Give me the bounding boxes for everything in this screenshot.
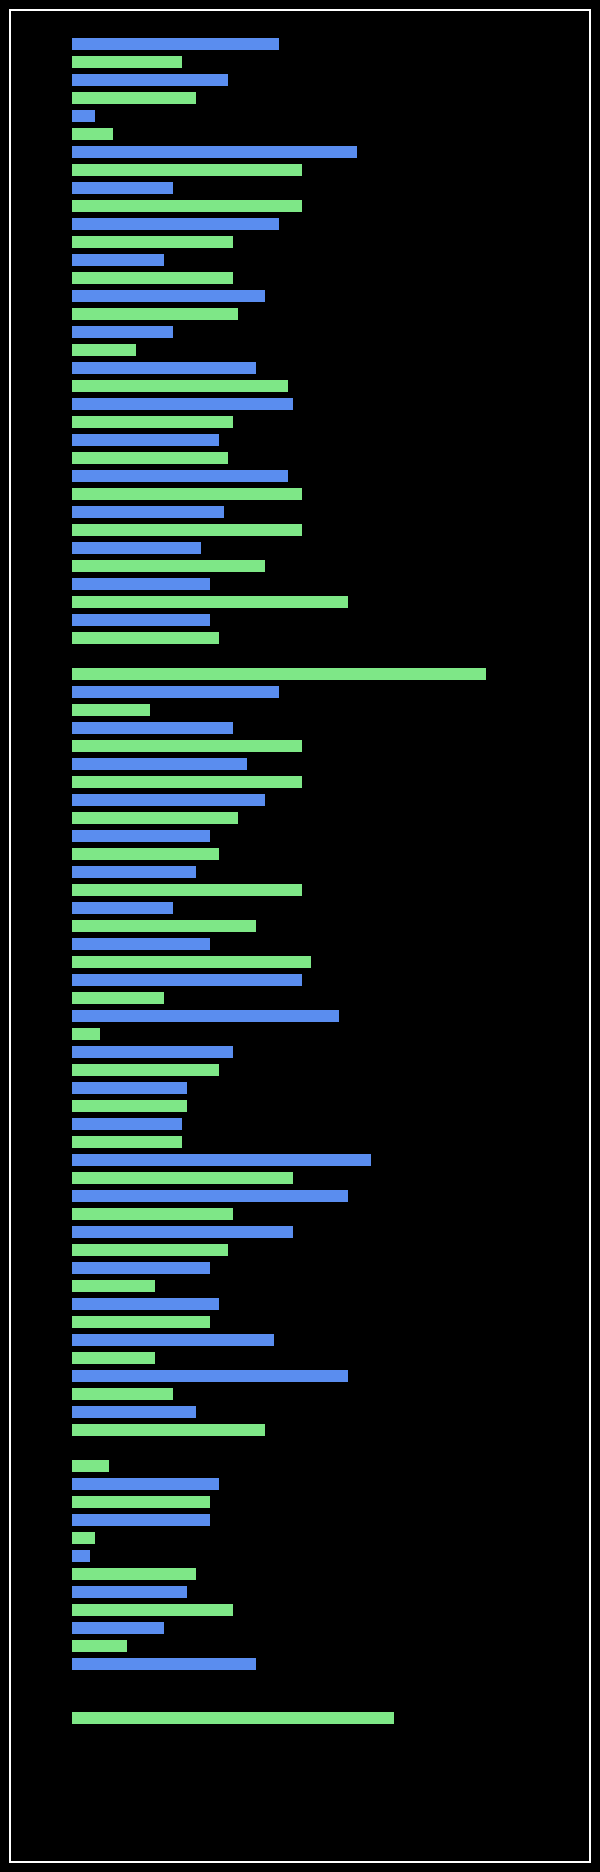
bar-58 (72, 1082, 187, 1094)
bar-26 (72, 506, 224, 518)
bar-42 (72, 794, 265, 806)
bar-37 (72, 704, 150, 716)
bar-46 (72, 866, 196, 878)
bar-54 (72, 1010, 339, 1022)
bar-20 (72, 398, 293, 410)
bar-69 (72, 1280, 155, 1292)
bar-89 (72, 1640, 127, 1652)
bar-23 (72, 452, 228, 464)
bar-11 (72, 236, 233, 248)
bar-41 (72, 776, 302, 788)
bar-31 (72, 596, 348, 608)
bar-62 (72, 1154, 371, 1166)
bar-12 (72, 254, 164, 266)
bar-75 (72, 1388, 173, 1400)
bar-76 (72, 1406, 196, 1418)
bar-84 (72, 1550, 90, 1562)
bar-25 (72, 488, 302, 500)
bar-90 (72, 1658, 256, 1670)
bar-81 (72, 1496, 210, 1508)
bar-71 (72, 1316, 210, 1328)
bar-36 (72, 686, 279, 698)
bar-73 (72, 1352, 155, 1364)
bar-7 (72, 164, 302, 176)
bar-24 (72, 470, 288, 482)
bar-65 (72, 1208, 233, 1220)
bar-43 (72, 812, 238, 824)
bar-56 (72, 1046, 233, 1058)
bar-87 (72, 1604, 233, 1616)
bar-21 (72, 416, 233, 428)
bar-40 (72, 758, 247, 770)
bar-17 (72, 344, 136, 356)
bar-4 (72, 110, 95, 122)
bar-63 (72, 1172, 293, 1184)
bar-28 (72, 542, 201, 554)
bar-52 (72, 974, 302, 986)
bar-61 (72, 1136, 182, 1148)
bar-51 (72, 956, 311, 968)
bar-53 (72, 992, 164, 1004)
bar-45 (72, 848, 219, 860)
bar-5 (72, 128, 113, 140)
bar-66 (72, 1226, 293, 1238)
bar-47 (72, 884, 302, 896)
bar-44 (72, 830, 210, 842)
bar-29 (72, 560, 265, 572)
bar-55 (72, 1028, 100, 1040)
bar-85 (72, 1568, 196, 1580)
bar-59 (72, 1100, 187, 1112)
bar-79 (72, 1460, 109, 1472)
bar-83 (72, 1532, 95, 1544)
bar-82 (72, 1514, 210, 1526)
bar-10 (72, 218, 279, 230)
bar-30 (72, 578, 210, 590)
bar-13 (72, 272, 233, 284)
bar-3 (72, 92, 196, 104)
bar-6 (72, 146, 357, 158)
bar-64 (72, 1190, 348, 1202)
bar-33 (72, 632, 219, 644)
bar-0 (72, 38, 279, 50)
bar-35 (72, 668, 486, 680)
bar-57 (72, 1064, 219, 1076)
bar-38 (72, 722, 233, 734)
bar-49 (72, 920, 256, 932)
bar-9 (72, 200, 302, 212)
bar-2 (72, 74, 228, 86)
bar-70 (72, 1298, 219, 1310)
bar-77 (72, 1424, 265, 1436)
bar-74 (72, 1370, 348, 1382)
bar-18 (72, 362, 256, 374)
horizontal-bar-chart (9, 9, 591, 1863)
bar-68 (72, 1262, 210, 1274)
bar-50 (72, 938, 210, 950)
bar-48 (72, 902, 173, 914)
bar-72 (72, 1334, 274, 1346)
bar-32 (72, 614, 210, 626)
bar-16 (72, 326, 173, 338)
bar-22 (72, 434, 219, 446)
bar-67 (72, 1244, 228, 1256)
bar-15 (72, 308, 238, 320)
bar-88 (72, 1622, 164, 1634)
bar-39 (72, 740, 302, 752)
bar-8 (72, 182, 173, 194)
bar-93 (72, 1712, 394, 1724)
bar-80 (72, 1478, 219, 1490)
bar-19 (72, 380, 288, 392)
bar-86 (72, 1586, 187, 1598)
bar-14 (72, 290, 265, 302)
bar-1 (72, 56, 182, 68)
bar-27 (72, 524, 302, 536)
bar-60 (72, 1118, 182, 1130)
